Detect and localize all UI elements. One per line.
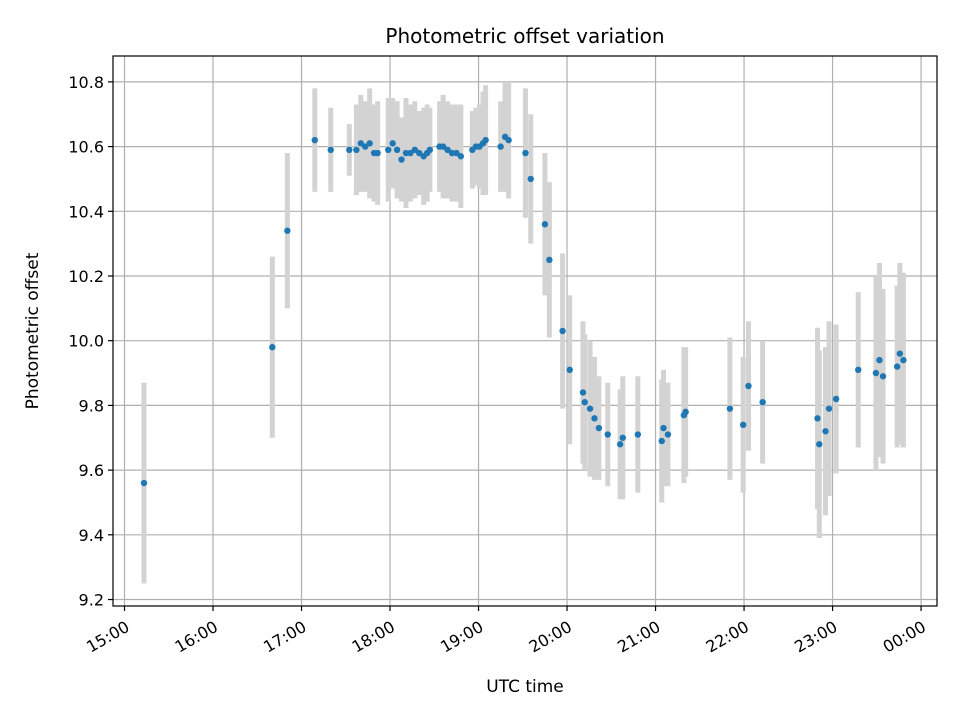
- data-point: [346, 146, 353, 154]
- data-point: [822, 428, 829, 435]
- data-point: [327, 146, 334, 154]
- data-point: [407, 149, 414, 157]
- data-point: [566, 366, 573, 374]
- data-point: [362, 143, 369, 150]
- data-point: [660, 424, 667, 432]
- y-tick-label: 9.2: [79, 591, 104, 610]
- data-point: [726, 405, 734, 412]
- data-point: [579, 389, 587, 396]
- data-point: [559, 327, 566, 335]
- grid: [113, 56, 937, 606]
- data-point: [366, 140, 373, 147]
- y-tick-label: 10.6: [68, 138, 104, 157]
- data-point: [595, 424, 603, 432]
- y-tick-label: 10.0: [68, 332, 104, 351]
- y-tick-label: 9.6: [79, 461, 104, 480]
- y-tick-label: 9.4: [79, 526, 104, 545]
- data-point: [619, 434, 627, 441]
- data-point: [527, 175, 534, 183]
- data-point: [879, 373, 887, 380]
- data-points: [140, 133, 907, 487]
- data-point: [374, 149, 381, 157]
- data-point: [402, 149, 410, 157]
- y-tick-label: 10.4: [68, 202, 104, 221]
- data-point: [522, 149, 529, 157]
- data-point: [759, 398, 766, 406]
- x-axis-label: UTC time: [486, 677, 564, 697]
- data-point: [457, 153, 465, 160]
- data-point: [832, 395, 840, 403]
- data-point: [855, 366, 862, 374]
- data-point: [284, 227, 291, 234]
- data-point: [426, 146, 434, 154]
- data-point: [616, 441, 624, 448]
- plot-frame: [112, 55, 938, 607]
- data-point: [900, 356, 907, 364]
- data-point: [140, 479, 148, 487]
- data-point: [389, 140, 396, 147]
- data-point: [825, 405, 833, 412]
- data-point: [357, 140, 365, 147]
- data-point: [505, 136, 512, 144]
- data-point: [385, 146, 392, 154]
- data-point: [682, 408, 689, 416]
- data-point: [872, 369, 880, 377]
- data-point: [814, 415, 821, 422]
- y-tick-label: 10.2: [68, 267, 104, 286]
- data-point: [658, 437, 665, 445]
- data-point: [896, 350, 904, 357]
- data-point: [353, 146, 360, 154]
- data-point: [604, 431, 611, 438]
- y-tick-label: 10.8: [68, 73, 104, 92]
- y-axis-ticks: 9.2 9.4 9.6 9.8 10.0 10.2 10.4 10.6 10.8: [68, 73, 113, 610]
- data-point: [634, 431, 642, 438]
- data-point: [393, 146, 401, 154]
- data-point: [398, 156, 405, 163]
- y-axis-label: Photometric offset: [23, 252, 43, 409]
- data-point: [416, 149, 423, 157]
- data-point: [591, 415, 598, 422]
- data-point: [816, 441, 823, 448]
- data-point: [745, 382, 752, 390]
- data-point: [497, 143, 504, 150]
- data-point: [581, 398, 588, 406]
- data-point: [311, 136, 318, 144]
- data-point: [482, 136, 489, 144]
- y-tick-label: 9.8: [79, 396, 104, 415]
- data-point: [541, 221, 549, 228]
- data-point: [448, 149, 456, 157]
- data-point: [444, 146, 451, 154]
- data-point: [439, 143, 447, 150]
- data-point: [269, 343, 276, 351]
- data-point: [453, 149, 460, 157]
- data-point: [546, 256, 553, 264]
- data-point: [876, 356, 883, 364]
- data-point: [411, 146, 419, 154]
- data-point: [664, 431, 672, 438]
- data-point: [586, 405, 594, 412]
- data-point: [739, 421, 747, 429]
- chart-title: Photometric offset variation: [385, 24, 664, 48]
- data-point: [893, 363, 901, 370]
